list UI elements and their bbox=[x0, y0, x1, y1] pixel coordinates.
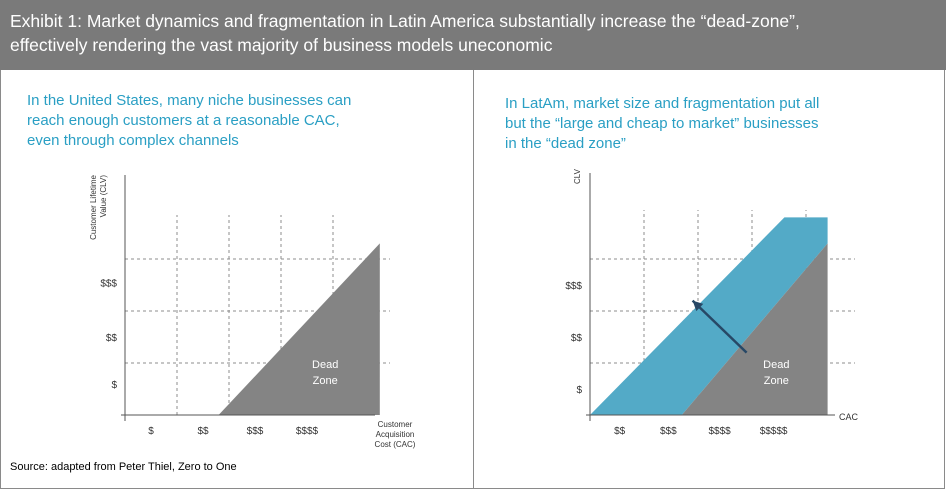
x-tick-label: $$ bbox=[197, 426, 209, 437]
x-axis-label: Acquisition bbox=[376, 430, 415, 439]
dead-zone-label: Dead bbox=[312, 359, 338, 371]
right-panel-subtitle: In LatAm, market size and fragmentation … bbox=[505, 95, 820, 152]
x-axis-label: Cost (CAC) bbox=[375, 440, 416, 449]
dead-zone-label: Dead bbox=[763, 359, 789, 371]
x-axis-label: Customer bbox=[378, 420, 413, 429]
y-tick-label: $ bbox=[576, 385, 582, 396]
y-tick-label: $$ bbox=[571, 333, 583, 344]
dead-zone-area bbox=[218, 243, 380, 415]
shift-arrow-head bbox=[692, 300, 704, 312]
x-tick-label: $$$$$ bbox=[760, 426, 788, 437]
y-tick-label: $$$ bbox=[100, 278, 117, 289]
y-tick-label: $$$ bbox=[565, 281, 582, 292]
exhibit-frame bbox=[0, 70, 945, 489]
exhibit-title: Exhibit 1: Market dynamics and fragmenta… bbox=[10, 11, 800, 55]
dead-zone-label: Zone bbox=[764, 375, 789, 387]
x-tick-label: $$$$ bbox=[296, 426, 319, 437]
x-tick-label: $$$$ bbox=[708, 426, 731, 437]
y-axis-label: CLV bbox=[573, 168, 582, 184]
x-tick-label: $$$ bbox=[660, 426, 677, 437]
x-axis-label: CAC bbox=[839, 412, 859, 422]
shift-arrow-shaft bbox=[691, 299, 748, 354]
y-axis-label: Value (CLV) bbox=[99, 175, 108, 218]
y-tick-label: $ bbox=[111, 380, 117, 391]
y-axis-label: Customer Lifetime bbox=[90, 174, 98, 239]
source-note: Source: adapted from Peter Thiel, Zero t… bbox=[10, 461, 237, 473]
y-tick-label: $$ bbox=[106, 333, 118, 344]
x-tick-label: $$$ bbox=[247, 426, 264, 437]
left-panel-subtitle: In the United States, many niche busines… bbox=[27, 92, 352, 149]
exhibit-header: Exhibit 1: Market dynamics and fragmenta… bbox=[0, 0, 946, 70]
panel-divider bbox=[473, 70, 474, 488]
x-tick-label: $ bbox=[148, 426, 154, 437]
x-tick-label: $$ bbox=[614, 426, 626, 437]
dead-zone-area bbox=[681, 243, 828, 415]
dead-zone-label: Zone bbox=[313, 375, 338, 387]
